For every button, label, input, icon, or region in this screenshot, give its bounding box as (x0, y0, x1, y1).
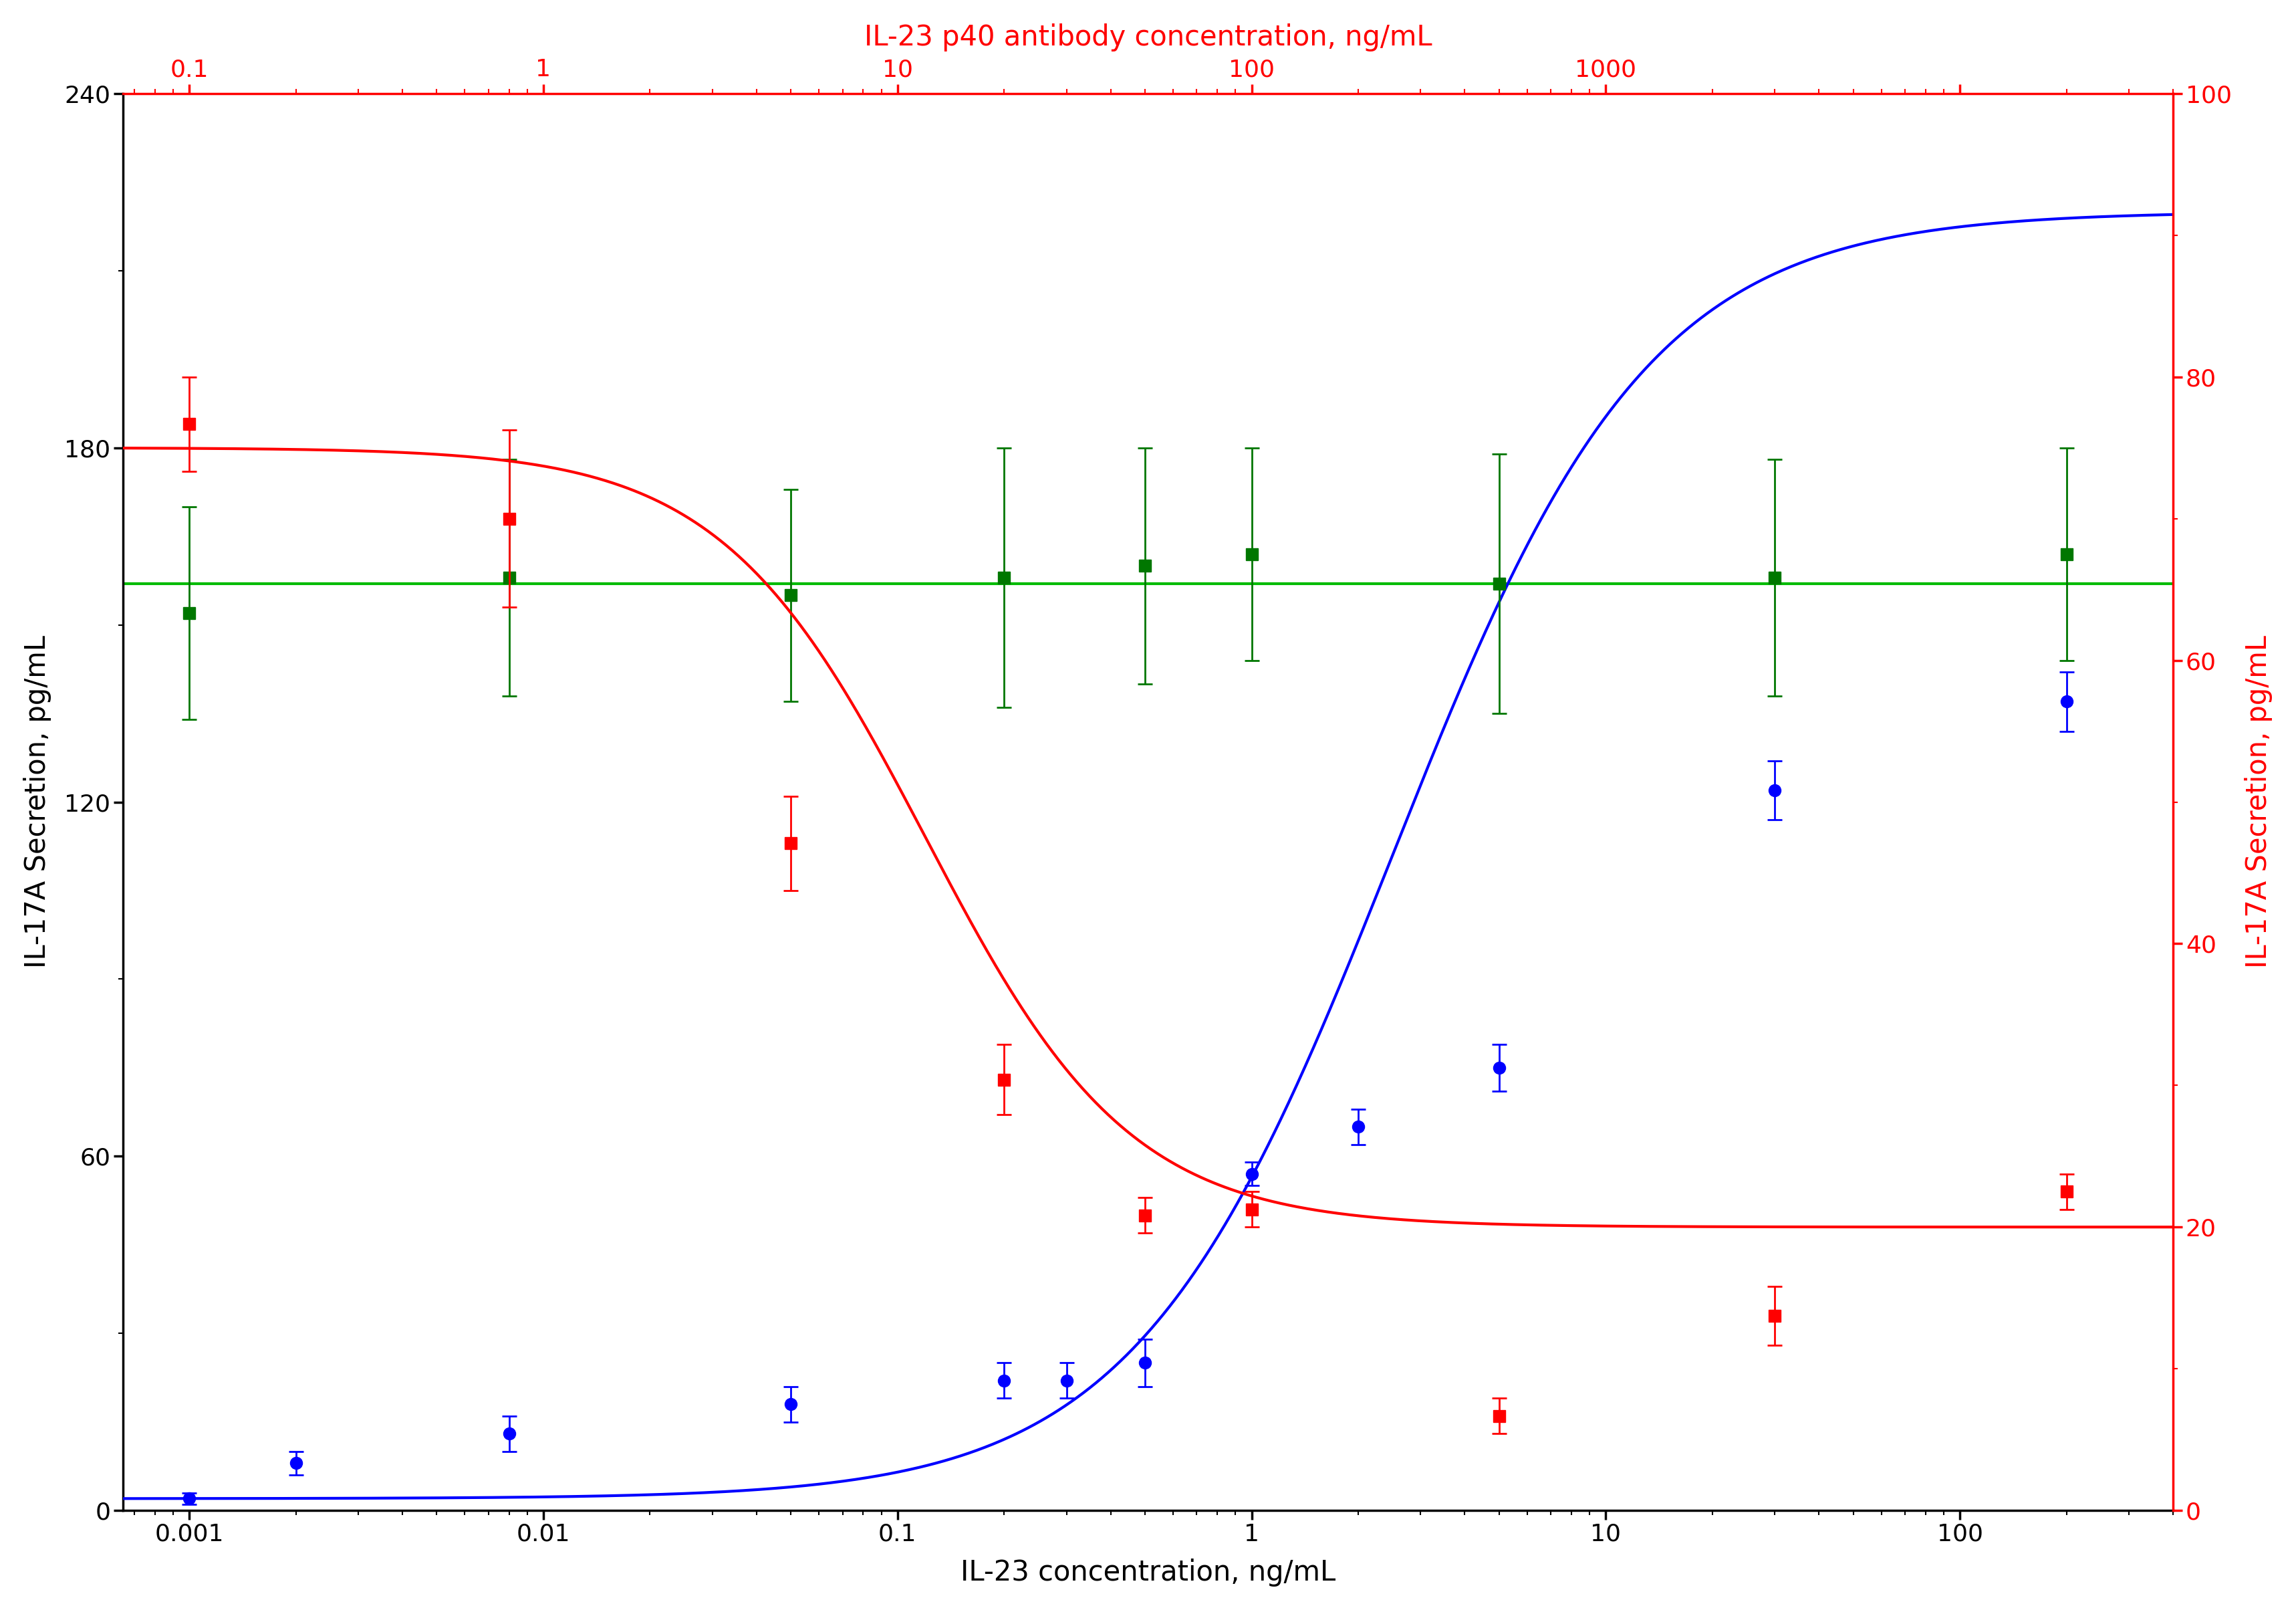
Y-axis label: IL-17A Secretion, pg/mL: IL-17A Secretion, pg/mL (23, 636, 51, 969)
X-axis label: IL-23 p40 antibody concentration, ng/mL: IL-23 p40 antibody concentration, ng/mL (863, 23, 1433, 52)
X-axis label: IL-23 concentration, ng/mL: IL-23 concentration, ng/mL (960, 1558, 1336, 1587)
Y-axis label: IL-17A Secretion, pg/mL: IL-17A Secretion, pg/mL (2245, 636, 2273, 969)
